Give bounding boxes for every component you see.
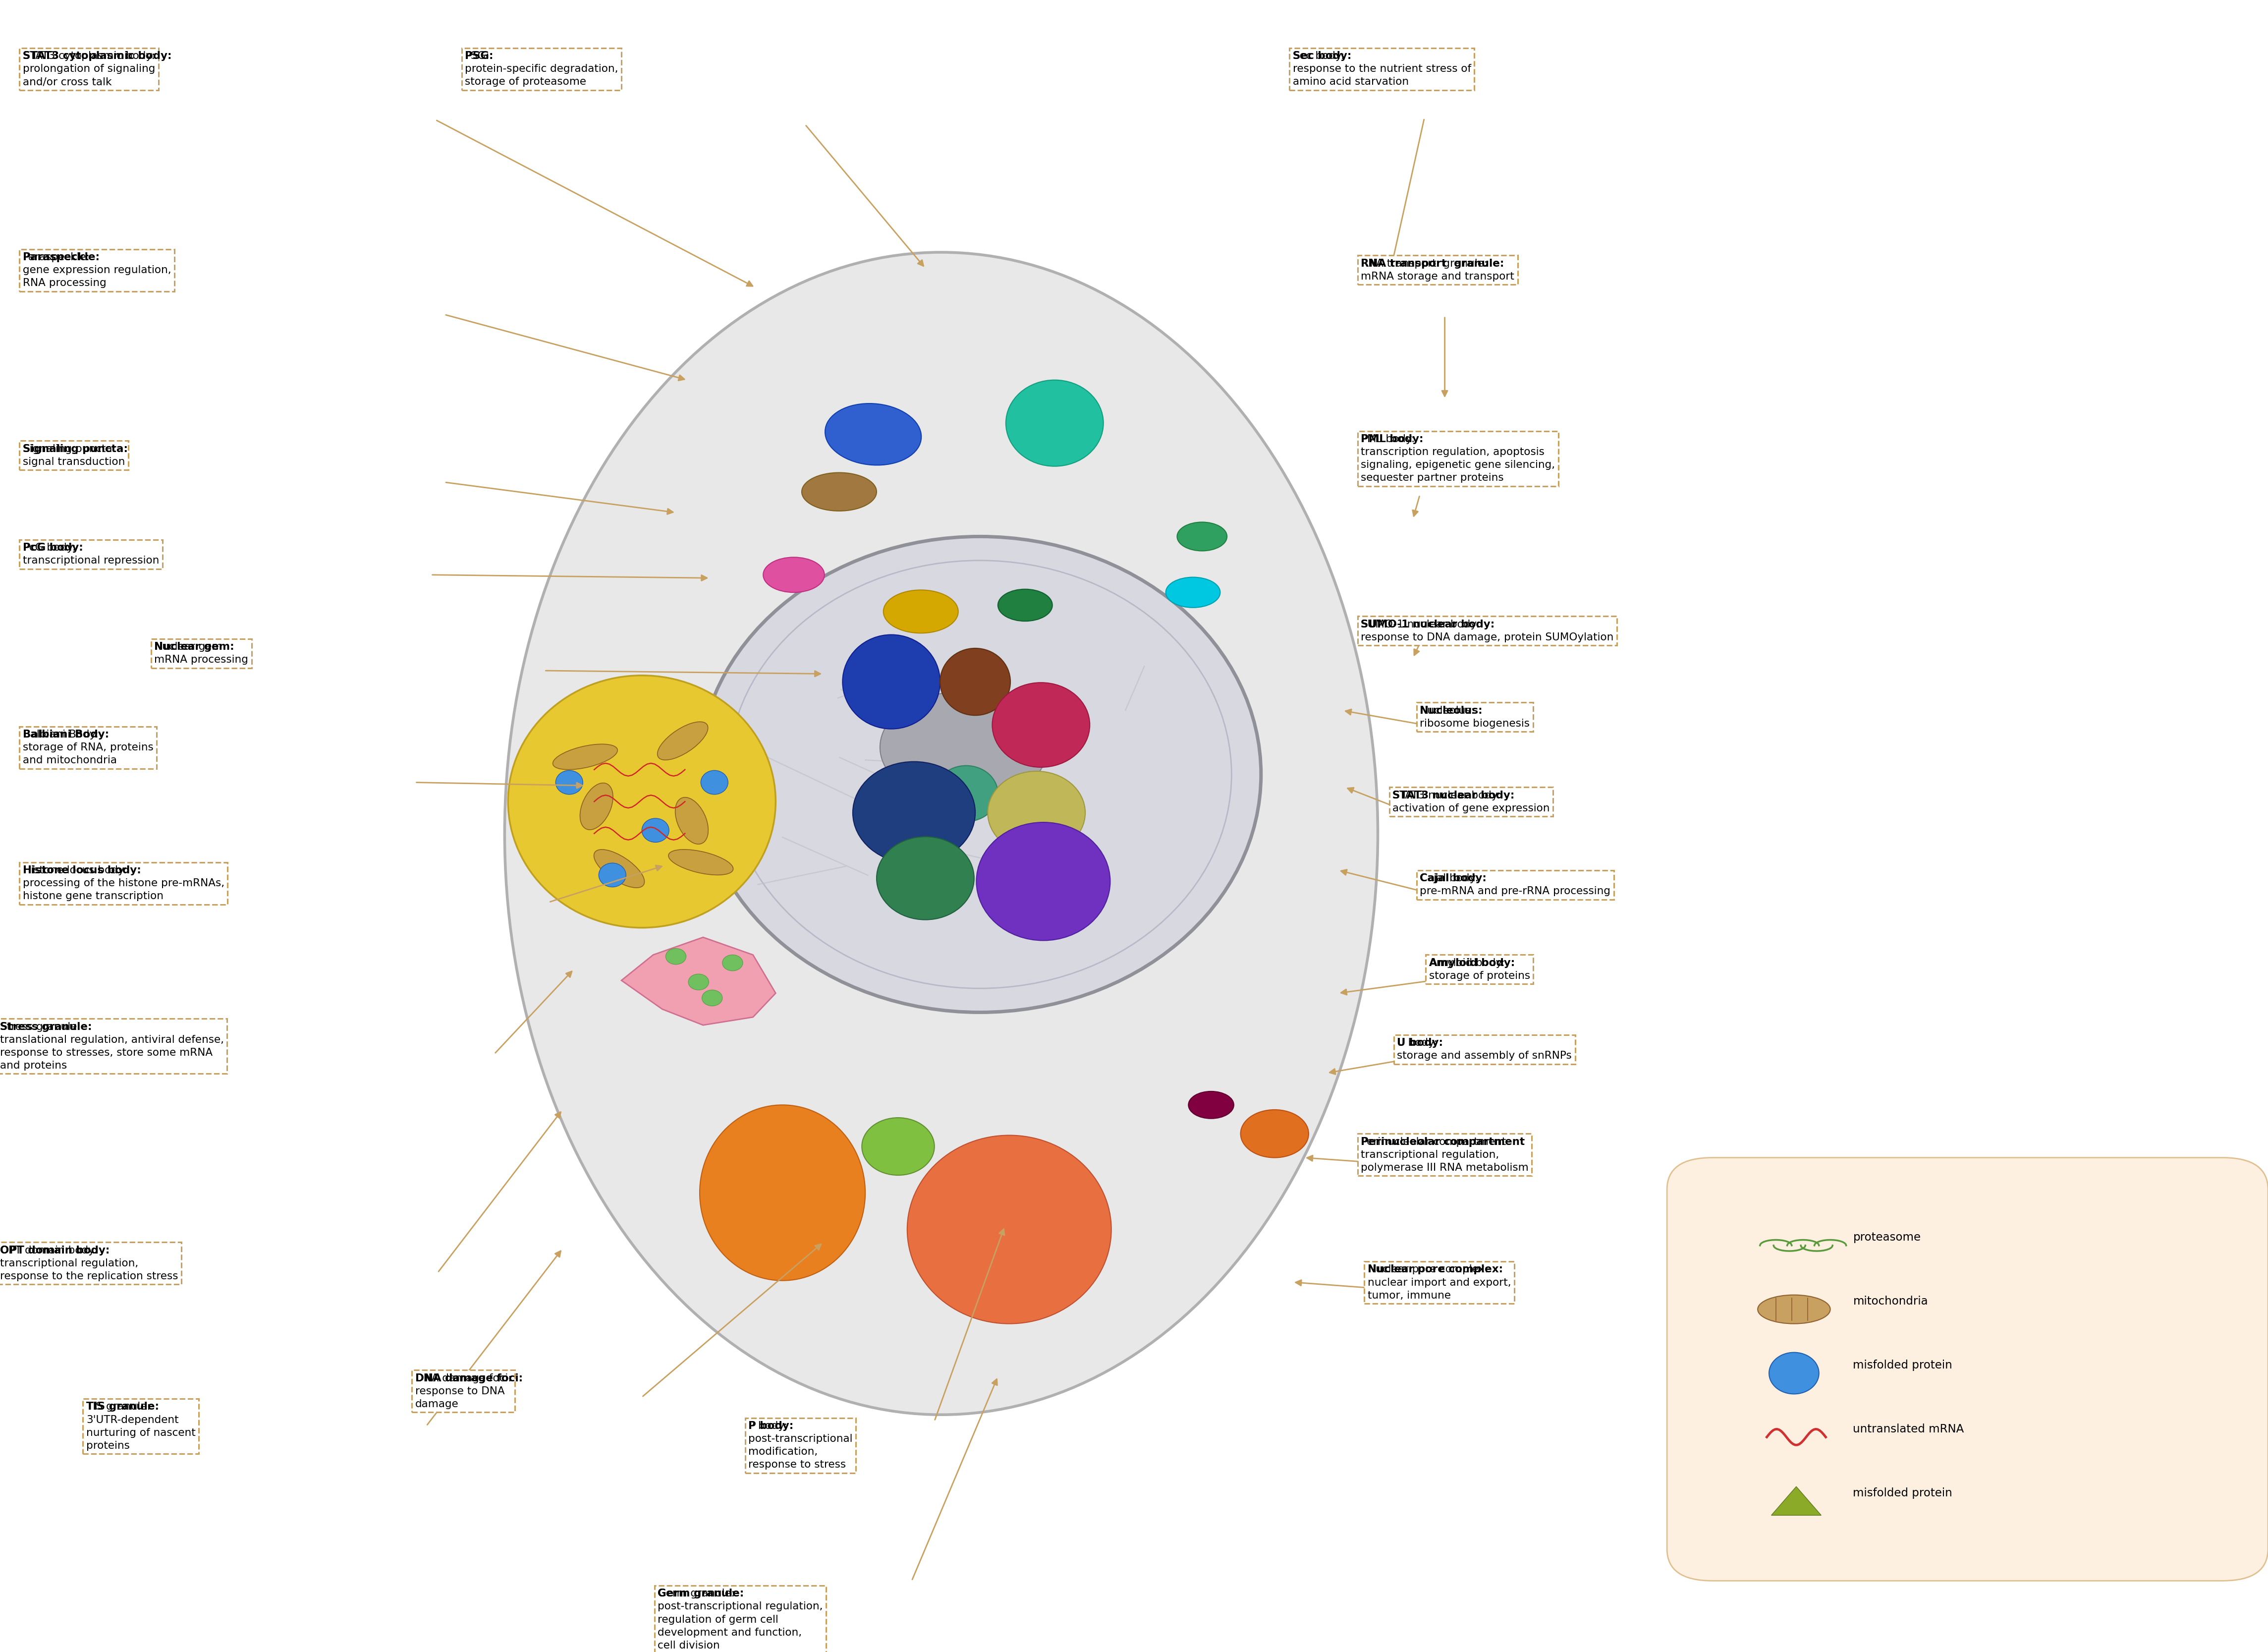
Text: TIS granule:
3'UTR-dependent
nurturing of nascent
proteins: TIS granule: 3'UTR-dependent nurturing o… bbox=[86, 1403, 195, 1450]
Text: untranslated mRNA: untranslated mRNA bbox=[1853, 1424, 1964, 1436]
Text: STAT3 cytoplasmic body:
prolongation of signaling
and/or cross talk: STAT3 cytoplasmic body: prolongation of … bbox=[23, 51, 154, 88]
Text: proteasome: proteasome bbox=[1853, 1232, 1921, 1244]
Text: Nucleolus:: Nucleolus: bbox=[1420, 705, 1483, 715]
Text: misfolded protein: misfolded protein bbox=[1853, 1360, 1953, 1371]
Text: Signaling puncta:: Signaling puncta: bbox=[23, 444, 127, 454]
Ellipse shape bbox=[998, 590, 1052, 621]
Ellipse shape bbox=[907, 1135, 1111, 1323]
Ellipse shape bbox=[1007, 380, 1102, 466]
Ellipse shape bbox=[826, 403, 921, 466]
Text: Sec body:: Sec body: bbox=[1293, 51, 1352, 61]
Ellipse shape bbox=[599, 862, 626, 887]
Text: PcG body:
transcriptional repression: PcG body: transcriptional repression bbox=[23, 544, 159, 565]
Text: misfolded protein: misfolded protein bbox=[1853, 1487, 1953, 1498]
Ellipse shape bbox=[880, 692, 1048, 803]
Ellipse shape bbox=[721, 955, 744, 971]
Ellipse shape bbox=[975, 823, 1109, 940]
Ellipse shape bbox=[556, 770, 583, 795]
Ellipse shape bbox=[508, 676, 776, 928]
Text: U body:: U body: bbox=[1397, 1037, 1442, 1047]
Text: DNA damage foci:: DNA damage foci: bbox=[415, 1373, 522, 1383]
Text: Nuclear pore complex:: Nuclear pore complex: bbox=[1368, 1265, 1504, 1275]
Text: Stress granule:
translational regulation, antiviral defense,
response to stresse: Stress granule: translational regulation… bbox=[0, 1023, 225, 1070]
Text: Histone locus body:
processing of the histone pre-mRNAs,
histone gene transcript: Histone locus body: processing of the hi… bbox=[23, 866, 225, 902]
Text: STAT3 cytoplasmic body:: STAT3 cytoplasmic body: bbox=[23, 51, 172, 61]
Polygon shape bbox=[1771, 1487, 1821, 1515]
Ellipse shape bbox=[993, 682, 1091, 767]
Text: SUMO-1 nuclear body:: SUMO-1 nuclear body: bbox=[1361, 620, 1495, 629]
Text: Nuclear pore complex:
nuclear import and export,
tumor, immune: Nuclear pore complex: nuclear import and… bbox=[1368, 1265, 1510, 1300]
Ellipse shape bbox=[939, 648, 1009, 715]
Text: Histone locus body:: Histone locus body: bbox=[23, 866, 141, 876]
Text: STAT3 nuclear body:
activation of gene expression: STAT3 nuclear body: activation of gene e… bbox=[1393, 790, 1549, 813]
Text: Germ granule:: Germ granule: bbox=[658, 1589, 744, 1599]
Text: P body:: P body: bbox=[748, 1421, 794, 1431]
Text: OPT domain body:: OPT domain body: bbox=[0, 1246, 109, 1256]
Ellipse shape bbox=[687, 975, 708, 990]
Ellipse shape bbox=[853, 762, 975, 864]
Text: Sec body:
response to the nutrient stress of
amino acid starvation: Sec body: response to the nutrient stres… bbox=[1293, 51, 1472, 88]
Ellipse shape bbox=[885, 590, 959, 633]
Ellipse shape bbox=[1758, 1295, 1830, 1323]
Text: SUMO-1 nuclear body:
response to DNA damage, protein SUMOylation: SUMO-1 nuclear body: response to DNA dam… bbox=[1361, 620, 1615, 643]
Text: PML body:: PML body: bbox=[1361, 434, 1424, 444]
Polygon shape bbox=[621, 937, 776, 1026]
Text: P body:
post-transcriptional
modification,
response to stress: P body: post-transcriptional modificatio… bbox=[748, 1421, 853, 1470]
Text: Signaling puncta:
signal transduction: Signaling puncta: signal transduction bbox=[23, 444, 125, 468]
Text: Stress granule:: Stress granule: bbox=[0, 1023, 93, 1032]
Ellipse shape bbox=[762, 557, 826, 593]
Ellipse shape bbox=[699, 537, 1261, 1013]
Ellipse shape bbox=[665, 948, 685, 965]
Text: Amyloid body:: Amyloid body: bbox=[1429, 958, 1515, 968]
Text: Paraspeckle:: Paraspeckle: bbox=[23, 253, 100, 263]
Ellipse shape bbox=[594, 849, 644, 887]
Text: STAT3 nuclear body:: STAT3 nuclear body: bbox=[1393, 790, 1515, 800]
Ellipse shape bbox=[581, 783, 612, 829]
Ellipse shape bbox=[1769, 1353, 1819, 1394]
Text: Perinucleolar compartment: Perinucleolar compartment bbox=[1361, 1137, 1524, 1146]
Text: Perinucleolar compartment
transcriptional regulation,
polymerase III RNA metabol: Perinucleolar compartment transcriptiona… bbox=[1361, 1137, 1529, 1173]
Text: TIS granule:: TIS granule: bbox=[86, 1403, 159, 1412]
Ellipse shape bbox=[703, 990, 723, 1006]
Ellipse shape bbox=[875, 836, 975, 920]
Text: Cajal body:: Cajal body: bbox=[1420, 874, 1486, 884]
Ellipse shape bbox=[1241, 1110, 1309, 1158]
Ellipse shape bbox=[669, 849, 733, 876]
Text: PSG:: PSG: bbox=[465, 51, 494, 61]
Ellipse shape bbox=[553, 743, 617, 770]
Text: Paraspeckle:
gene expression regulation,
RNA processing: Paraspeckle: gene expression regulation,… bbox=[23, 253, 170, 287]
Ellipse shape bbox=[1188, 1092, 1234, 1118]
Text: PSG:
protein-specific degradation,
storage of proteasome: PSG: protein-specific degradation, stora… bbox=[465, 51, 619, 88]
Text: Germ granule:
post-transcriptional regulation,
regulation of germ cell
developme: Germ granule: post-transcriptional regul… bbox=[658, 1589, 823, 1650]
Text: U body:
storage and assembly of snRNPs: U body: storage and assembly of snRNPs bbox=[1397, 1037, 1572, 1061]
Ellipse shape bbox=[701, 770, 728, 795]
Ellipse shape bbox=[1166, 577, 1220, 608]
Text: Balbiani Body:: Balbiani Body: bbox=[23, 730, 109, 740]
Text: Balbiani Body:
storage of RNA, proteins
and mitochondria: Balbiani Body: storage of RNA, proteins … bbox=[23, 730, 154, 765]
Ellipse shape bbox=[699, 1105, 866, 1280]
Text: Nucleolus:
ribosome biogenesis: Nucleolus: ribosome biogenesis bbox=[1420, 705, 1531, 729]
Text: PcG body:: PcG body: bbox=[23, 544, 84, 553]
Text: Nuclear gem:: Nuclear gem: bbox=[154, 643, 234, 653]
Text: RNA transport  granule:
mRNA storage and transport: RNA transport granule: mRNA storage and … bbox=[1361, 259, 1515, 281]
Text: Amyloid body:
storage of proteins: Amyloid body: storage of proteins bbox=[1429, 958, 1531, 981]
Ellipse shape bbox=[934, 765, 998, 821]
Ellipse shape bbox=[803, 472, 875, 510]
Ellipse shape bbox=[503, 253, 1379, 1414]
Text: Cajal body:
pre-mRNA and pre-rRNA processing: Cajal body: pre-mRNA and pre-rRNA proces… bbox=[1420, 874, 1610, 897]
Ellipse shape bbox=[1177, 522, 1227, 550]
Ellipse shape bbox=[658, 722, 708, 760]
Text: OPT domain body:
transcriptional regulation,
response to the replication stress: OPT domain body: transcriptional regulat… bbox=[0, 1246, 179, 1282]
Text: PML body:
transcription regulation, apoptosis
signaling, epigenetic gene silenci: PML body: transcription regulation, apop… bbox=[1361, 434, 1556, 482]
Text: RNA transport  granule:: RNA transport granule: bbox=[1361, 259, 1504, 269]
FancyBboxPatch shape bbox=[1667, 1158, 2268, 1581]
Ellipse shape bbox=[676, 798, 708, 844]
Ellipse shape bbox=[642, 818, 669, 843]
Ellipse shape bbox=[989, 771, 1086, 854]
Text: Nuclear gem:
mRNA processing: Nuclear gem: mRNA processing bbox=[154, 643, 247, 664]
Ellipse shape bbox=[841, 634, 939, 729]
Text: DNA damage foci:
response to DNA
damage: DNA damage foci: response to DNA damage bbox=[415, 1373, 510, 1409]
Text: mitochondria: mitochondria bbox=[1853, 1295, 1928, 1307]
Ellipse shape bbox=[862, 1118, 934, 1175]
